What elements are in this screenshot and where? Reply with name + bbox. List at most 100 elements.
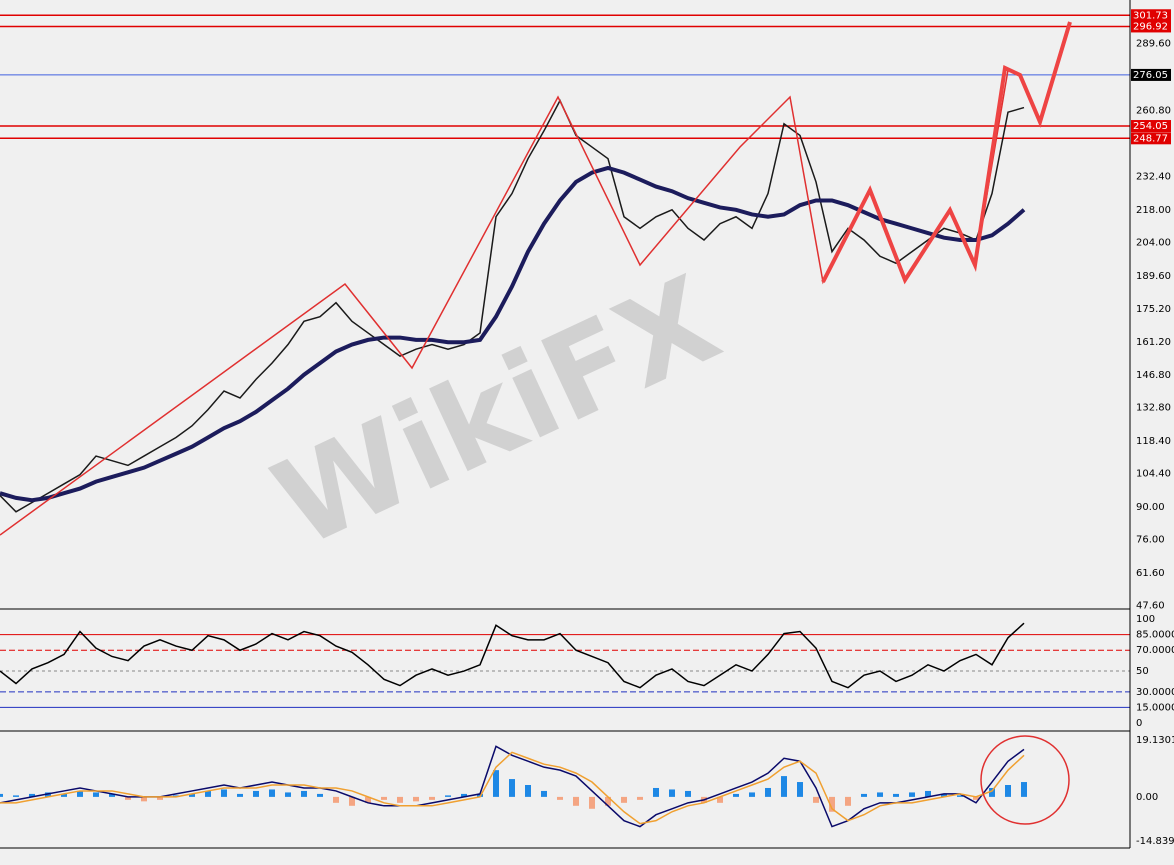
histogram-bar (509, 779, 515, 797)
y-tick-label: 85.0000 (1136, 630, 1174, 641)
y-tick-label: 50 (1136, 666, 1149, 677)
histogram-bar (445, 795, 451, 797)
histogram-bar (589, 796, 595, 809)
y-tick-label: 61.60 (1136, 568, 1165, 579)
y-tick-label: 132.80 (1136, 403, 1171, 414)
y-tick-label: 118.40 (1136, 436, 1171, 447)
y-tick-label: 70.0000 (1136, 645, 1174, 656)
histogram-bar (605, 796, 611, 806)
y-tick-label: 76.00 (1136, 535, 1165, 546)
histogram-bar (381, 796, 387, 800)
y-tick-label: 104.40 (1136, 469, 1171, 480)
histogram-bar (125, 796, 131, 800)
y-tick-label: 232.40 (1136, 171, 1171, 182)
histogram-bar (797, 782, 803, 797)
axes (0, 0, 1131, 849)
histogram-bar (845, 796, 851, 806)
y-tick-label: -14.8399 (1136, 836, 1174, 847)
histogram-bar (109, 793, 115, 797)
y-tick-label: 161.20 (1136, 337, 1171, 348)
histogram-bar (749, 792, 755, 797)
histogram-bar (925, 790, 931, 797)
y-tick-label: 100 (1136, 614, 1155, 625)
y-tick-label: 90.00 (1136, 502, 1165, 513)
histogram-bar (493, 770, 499, 797)
histogram-bar (557, 796, 563, 800)
histogram-bar (909, 792, 915, 797)
y-tick-label: 260.80 (1136, 105, 1171, 116)
histogram-bar (1005, 785, 1011, 797)
level-label: 296.92 (1133, 21, 1168, 32)
histogram-bar (461, 793, 467, 797)
level-label-box (1131, 120, 1171, 133)
histogram-bar (413, 796, 419, 802)
histogram-bar (285, 792, 291, 797)
marks (0, 98, 1027, 828)
histogram-bar (893, 793, 899, 797)
histogram-bar (989, 787, 995, 797)
level-label: 276.05 (1133, 70, 1168, 81)
histogram-bar (781, 776, 787, 797)
histogram-bar (61, 793, 67, 797)
histogram-bar (813, 796, 819, 803)
histogram-bar (717, 796, 723, 803)
series-line (0, 751, 1025, 825)
forecast-arrows (821, 21, 1072, 285)
histogram-bar (733, 793, 739, 797)
histogram-bar (1021, 782, 1027, 797)
histogram-bar (237, 793, 243, 797)
histogram-bar (429, 796, 435, 800)
y-tick-label: 218.00 (1136, 205, 1171, 216)
labels: 289.60 260.80 232.40 218.00 204.00 189.60 175.… (1131, 9, 1174, 847)
histogram-bar (141, 796, 147, 802)
y-tick-label: 204.00 (1136, 237, 1171, 248)
histogram-bar (877, 792, 883, 797)
histogram-bar (253, 790, 259, 797)
histogram-bar (29, 793, 35, 797)
histogram-bar (957, 795, 963, 797)
histogram-bar (221, 789, 227, 797)
histogram-bar (13, 795, 19, 797)
histogram-bar (317, 793, 323, 797)
histogram-bar (621, 796, 627, 803)
level-label: 248.77 (1133, 133, 1168, 144)
histogram-bar (301, 790, 307, 797)
histogram-bar (829, 796, 835, 812)
series-line (0, 98, 1025, 513)
series-line (0, 745, 1025, 828)
highlight-circle (980, 735, 1070, 825)
histogram-bar (157, 796, 163, 800)
y-tick-label: 289.60 (1136, 38, 1171, 49)
histogram-bar (573, 796, 579, 806)
histogram-bar (973, 796, 979, 800)
grid (0, 14, 1130, 708)
series-line (0, 165, 1026, 503)
y-tick-label: 47.60 (1136, 601, 1165, 612)
histogram-bar (333, 796, 339, 803)
histogram-bar (397, 796, 403, 803)
y-tick-label: 189.60 (1136, 271, 1171, 282)
histogram-bar (685, 790, 691, 797)
histogram-bar (77, 790, 83, 797)
y-tick-label: 0 (1136, 718, 1142, 729)
y-tick-label: 19.1301 (1136, 735, 1174, 746)
y-tick-label: 146.80 (1136, 370, 1171, 381)
level-label: 254.05 (1133, 121, 1168, 132)
level-label-box (1131, 20, 1171, 33)
y-tick-label: 175.20 (1136, 304, 1171, 315)
histogram-bar (669, 789, 675, 797)
histogram-bar (0, 793, 3, 797)
histogram-bar (637, 796, 643, 800)
level-label-box (1131, 132, 1171, 145)
level-label-box (1131, 9, 1171, 22)
y-tick-label: 15.0000 (1136, 702, 1174, 713)
histogram-bar (525, 785, 531, 797)
histogram-bar (541, 790, 547, 797)
annotations (0, 21, 1072, 825)
level-label: 301.73 (1133, 10, 1168, 21)
histogram-bar (861, 793, 867, 797)
histogram-bar (941, 793, 947, 797)
histogram-bar (765, 787, 771, 797)
